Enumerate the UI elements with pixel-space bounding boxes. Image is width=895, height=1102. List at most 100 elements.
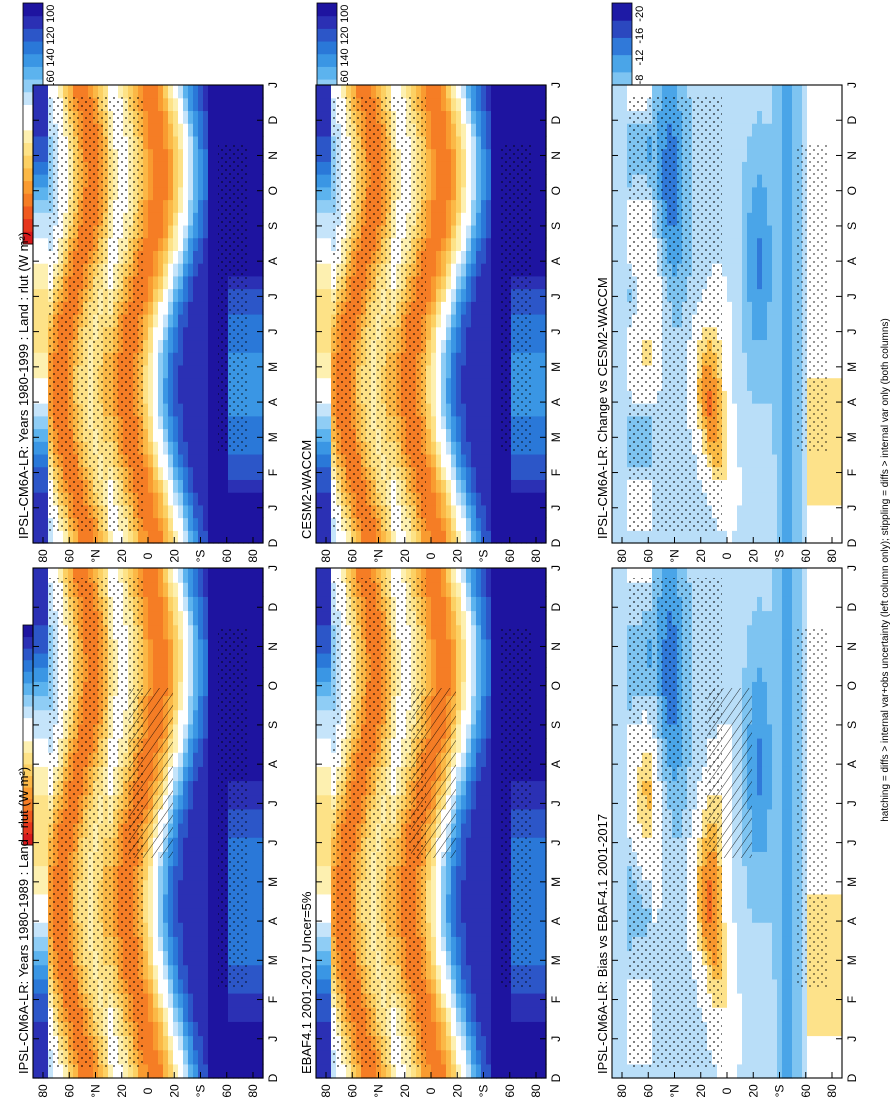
y-tick-label: 20 <box>115 1084 129 1098</box>
y-tick-label: 80 <box>36 1084 50 1098</box>
x-tick-label: A <box>549 257 563 265</box>
x-tick-label: J <box>845 840 859 846</box>
y-tick-label: 60 <box>503 549 517 563</box>
x-tick-label: D <box>549 116 563 125</box>
x-tick-label: D <box>845 1073 859 1082</box>
colorbar-segment <box>317 28 337 42</box>
y-tick-label: 80 <box>246 549 260 563</box>
colorbar-segment <box>317 3 337 17</box>
y-tick-label: 20 <box>746 549 760 563</box>
x-tick-label: J <box>845 505 859 511</box>
x-tick-label: A <box>266 917 280 925</box>
y-tick-label: 80 <box>529 549 543 563</box>
y-tick-label: 60 <box>799 1084 813 1098</box>
hatching <box>128 688 173 858</box>
colorbar-segment <box>23 28 43 42</box>
stippling <box>331 578 426 1068</box>
y-tick-label: 20 <box>450 1084 464 1098</box>
y-tick-label: °N <box>372 1084 386 1097</box>
panel-title: IPSL-CM6A-LR: Bias vs EBAF4.1 2001-2017 <box>595 814 610 1074</box>
x-tick-label: M <box>266 877 280 887</box>
x-tick-label: J <box>549 329 563 335</box>
y-tick-label: 80 <box>615 1084 629 1098</box>
colorbar-label: 160 <box>45 70 57 88</box>
x-tick-label: M <box>845 955 859 965</box>
x-tick-label: A <box>549 398 563 406</box>
stippling <box>797 628 827 988</box>
x-tick-label: J <box>549 800 563 806</box>
y-tick-label: 60 <box>345 1084 359 1098</box>
y-tick-label: 60 <box>345 549 359 563</box>
y-tick-label: °N <box>89 1084 103 1097</box>
x-tick-label: F <box>845 996 859 1003</box>
x-tick-label: S <box>549 222 563 230</box>
y-tick-label: °N <box>372 549 386 562</box>
y-tick-label: 80 <box>615 549 629 563</box>
x-tick-label: D <box>845 116 859 125</box>
y-tick-label: 80 <box>825 1084 839 1098</box>
x-tick-label: N <box>549 642 563 651</box>
y-tick-label: 20 <box>167 1084 181 1098</box>
y-tick-label: 0 <box>141 552 155 559</box>
x-tick-label: J <box>266 840 280 846</box>
colorbar-segment <box>23 41 43 55</box>
x-tick-label: J <box>845 565 859 571</box>
x-tick-label: M <box>845 362 859 372</box>
y-tick-label: 60 <box>799 549 813 563</box>
panel-title: EBAF4.1 2001-2017 Uncer=5% <box>299 891 314 1074</box>
stippling <box>501 145 531 453</box>
colorbar-segment <box>23 53 43 67</box>
stippling <box>627 578 722 1068</box>
colorbar-label: -12 <box>634 50 646 66</box>
x-tick-label: N <box>266 151 280 160</box>
panel-1: 300280260240220200180160140120100DJFMAMJ… <box>16 565 280 1098</box>
x-tick-label: A <box>845 917 859 925</box>
x-tick-label: J <box>549 840 563 846</box>
x-tick-label: A <box>845 257 859 265</box>
x-tick-label: S <box>266 721 280 729</box>
colorbar-label: 120 <box>45 26 57 44</box>
y-tick-label: 20 <box>694 549 708 563</box>
x-tick-label: D <box>266 116 280 125</box>
panel-4: 300280260240220200180160140120100DJFMAMJ… <box>299 2 563 563</box>
x-tick-label: N <box>845 151 859 160</box>
y-tick-label: °S <box>773 1085 787 1098</box>
stippling <box>218 145 248 453</box>
colorbar-label: 140 <box>339 48 351 66</box>
x-tick-label: J <box>549 293 563 299</box>
colorbar-label: -16 <box>634 28 646 44</box>
x-tick-label: D <box>266 1073 280 1082</box>
x-tick-label: J <box>549 565 563 571</box>
stippling <box>48 578 143 1068</box>
colorbar-segment <box>612 20 632 38</box>
y-tick-label: 80 <box>246 1084 260 1098</box>
x-tick-label: M <box>266 432 280 442</box>
x-tick-label: A <box>266 257 280 265</box>
y-tick-label: 80 <box>825 549 839 563</box>
stippling <box>331 95 426 533</box>
y-tick-label: 60 <box>62 1084 76 1098</box>
x-tick-label: A <box>845 398 859 406</box>
x-tick-label: M <box>549 955 563 965</box>
y-tick-label: °S <box>477 550 491 563</box>
x-tick-label: F <box>549 469 563 476</box>
x-tick-label: A <box>266 398 280 406</box>
figure-footer: hatching = diffs > internal var+obs unce… <box>880 318 891 822</box>
x-tick-label: J <box>266 293 280 299</box>
hatching <box>411 688 456 858</box>
colorbar-segment <box>317 15 337 29</box>
y-tick-label: 20 <box>746 1084 760 1098</box>
x-tick-label: J <box>845 82 859 88</box>
x-tick-label: F <box>266 996 280 1003</box>
x-tick-label: J <box>845 293 859 299</box>
y-tick-label: 60 <box>220 549 234 563</box>
x-tick-label: J <box>266 1036 280 1042</box>
x-tick-label: A <box>266 760 280 768</box>
x-tick-label: J <box>266 505 280 511</box>
colorbar-segment <box>317 66 337 80</box>
x-tick-label: J <box>266 82 280 88</box>
x-tick-label: S <box>266 222 280 230</box>
x-tick-label: D <box>549 1073 563 1082</box>
x-tick-label: J <box>845 1036 859 1042</box>
